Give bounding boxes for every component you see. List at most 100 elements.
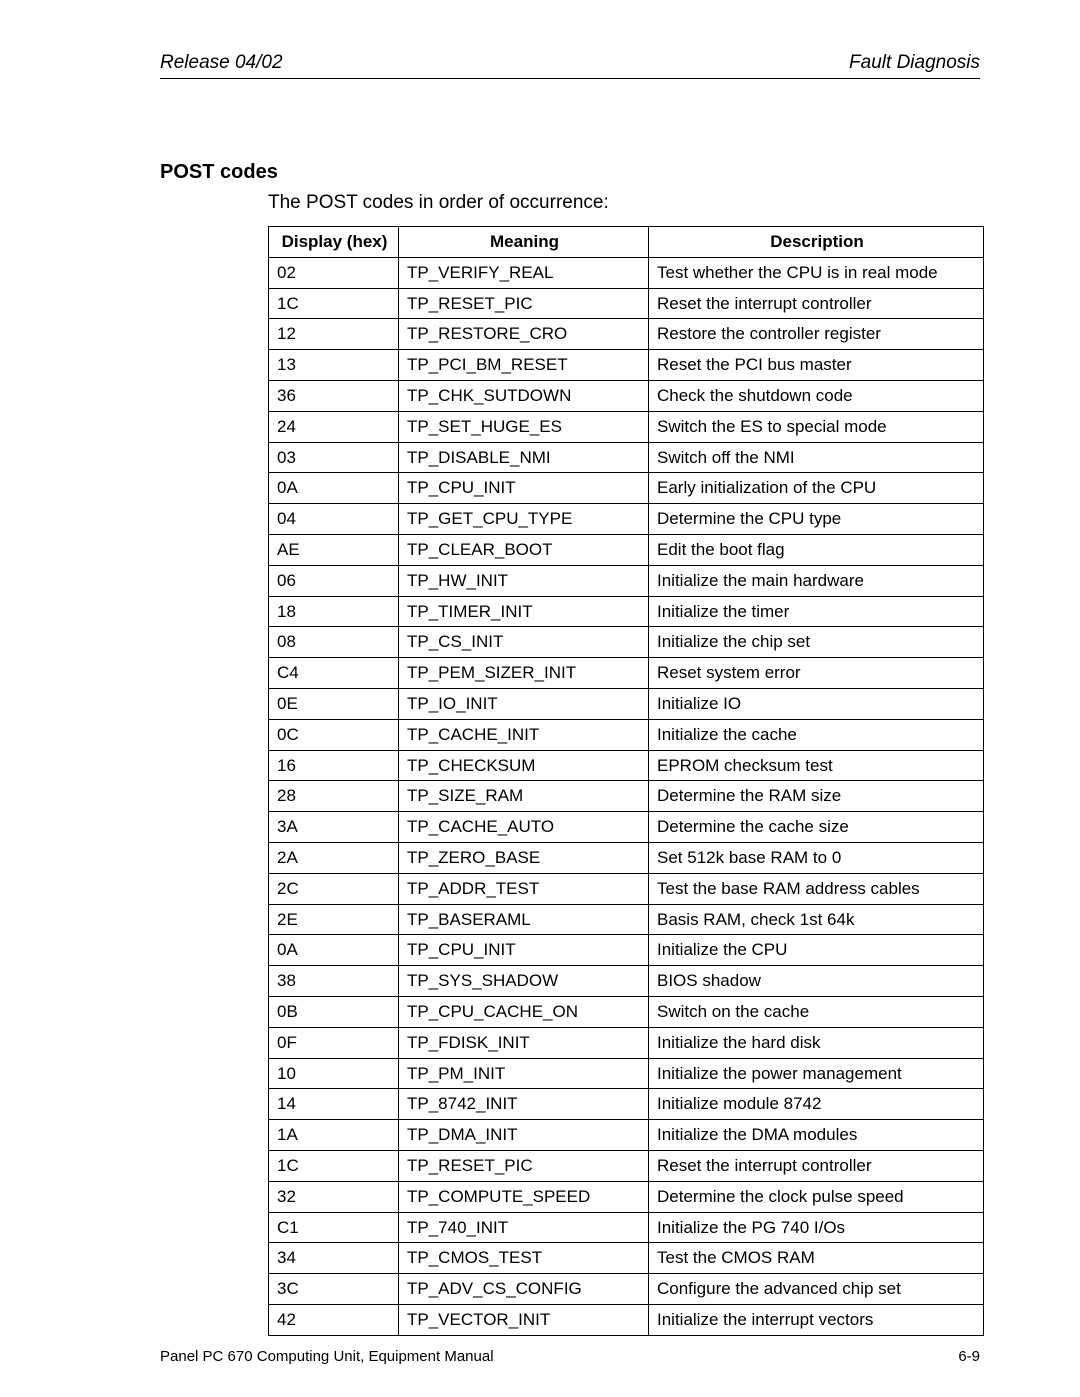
table-row: 2ETP_BASERAMLBasis RAM, check 1st 64k	[269, 904, 984, 935]
footer-left: Panel PC 670 Computing Unit, Equipment M…	[160, 1348, 494, 1365]
cell-display: AE	[269, 534, 399, 565]
table-row: 36TP_CHK_SUTDOWNCheck the shutdown code	[269, 380, 984, 411]
cell-meaning: TP_ZERO_BASE	[399, 842, 649, 873]
cell-description: Switch off the NMI	[649, 442, 984, 473]
cell-description: Determine the CPU type	[649, 504, 984, 535]
cell-display: 42	[269, 1304, 399, 1335]
table-row: 24TP_SET_HUGE_ESSwitch the ES to special…	[269, 411, 984, 442]
cell-meaning: TP_VECTOR_INIT	[399, 1304, 649, 1335]
table-row: 03TP_DISABLE_NMISwitch off the NMI	[269, 442, 984, 473]
cell-display: C4	[269, 658, 399, 689]
cell-description: Reset the interrupt controller	[649, 288, 984, 319]
cell-meaning: TP_740_INIT	[399, 1212, 649, 1243]
cell-description: Initialize the CPU	[649, 935, 984, 966]
cell-display: 0B	[269, 996, 399, 1027]
cell-meaning: TP_CPU_INIT	[399, 935, 649, 966]
cell-description: EPROM checksum test	[649, 750, 984, 781]
table-row: 06TP_HW_INITInitialize the main hardware	[269, 565, 984, 596]
cell-description: Initialize the PG 740 I/Os	[649, 1212, 984, 1243]
cell-description: Test the base RAM address cables	[649, 873, 984, 904]
table-row: 0ATP_CPU_INITEarly initialization of the…	[269, 473, 984, 504]
table-row: 3ATP_CACHE_AUTODetermine the cache size	[269, 812, 984, 843]
cell-meaning: TP_DISABLE_NMI	[399, 442, 649, 473]
cell-description: Initialize the cache	[649, 719, 984, 750]
cell-description: Reset the interrupt controller	[649, 1150, 984, 1181]
table-row: 3CTP_ADV_CS_CONFIGConfigure the advanced…	[269, 1274, 984, 1305]
cell-description: Switch on the cache	[649, 996, 984, 1027]
cell-meaning: TP_CHECKSUM	[399, 750, 649, 781]
cell-display: 2C	[269, 873, 399, 904]
table-row: AETP_CLEAR_BOOTEdit the boot flag	[269, 534, 984, 565]
table-row: 13TP_PCI_BM_RESETReset the PCI bus maste…	[269, 350, 984, 381]
cell-description: Test whether the CPU is in real mode	[649, 257, 984, 288]
cell-display: 2A	[269, 842, 399, 873]
section-title: POST codes	[160, 161, 980, 184]
header-rule	[160, 78, 980, 79]
cell-display: 0E	[269, 688, 399, 719]
cell-description: Determine the clock pulse speed	[649, 1181, 984, 1212]
col-header-meaning: Meaning	[399, 227, 649, 258]
page-footer: Panel PC 670 Computing Unit, Equipment M…	[160, 1348, 980, 1365]
cell-display: 32	[269, 1181, 399, 1212]
cell-display: 06	[269, 565, 399, 596]
table-row: 18TP_TIMER_INITInitialize the timer	[269, 596, 984, 627]
table-row: 0ATP_CPU_INITInitialize the CPU	[269, 935, 984, 966]
cell-meaning: TP_PEM_SIZER_INIT	[399, 658, 649, 689]
cell-display: 28	[269, 781, 399, 812]
table-row: 32TP_COMPUTE_SPEEDDetermine the clock pu…	[269, 1181, 984, 1212]
cell-meaning: TP_VERIFY_REAL	[399, 257, 649, 288]
cell-display: 34	[269, 1243, 399, 1274]
cell-meaning: TP_HW_INIT	[399, 565, 649, 596]
cell-meaning: TP_TIMER_INIT	[399, 596, 649, 627]
cell-display: 13	[269, 350, 399, 381]
table-row: 02TP_VERIFY_REALTest whether the CPU is …	[269, 257, 984, 288]
col-header-display: Display (hex)	[269, 227, 399, 258]
cell-meaning: TP_SYS_SHADOW	[399, 966, 649, 997]
cell-description: Determine the RAM size	[649, 781, 984, 812]
cell-meaning: TP_SIZE_RAM	[399, 781, 649, 812]
cell-meaning: TP_CPU_CACHE_ON	[399, 996, 649, 1027]
cell-meaning: TP_RESET_PIC	[399, 288, 649, 319]
table-row: 16TP_CHECKSUMEPROM checksum test	[269, 750, 984, 781]
cell-description: Switch the ES to special mode	[649, 411, 984, 442]
cell-display: 1C	[269, 1150, 399, 1181]
table-row: C4TP_PEM_SIZER_INITReset system error	[269, 658, 984, 689]
cell-meaning: TP_RESET_PIC	[399, 1150, 649, 1181]
cell-description: Set 512k base RAM to 0	[649, 842, 984, 873]
cell-description: Initialize IO	[649, 688, 984, 719]
cell-display: 3A	[269, 812, 399, 843]
table-row: 1CTP_RESET_PICReset the interrupt contro…	[269, 288, 984, 319]
table-row: 0CTP_CACHE_INITInitialize the cache	[269, 719, 984, 750]
cell-display: 04	[269, 504, 399, 535]
cell-display: 3C	[269, 1274, 399, 1305]
cell-description: Initialize the timer	[649, 596, 984, 627]
cell-description: Test the CMOS RAM	[649, 1243, 984, 1274]
cell-display: 1C	[269, 288, 399, 319]
cell-display: 18	[269, 596, 399, 627]
table-row: 28TP_SIZE_RAMDetermine the RAM size	[269, 781, 984, 812]
cell-display: 16	[269, 750, 399, 781]
cell-meaning: TP_CHK_SUTDOWN	[399, 380, 649, 411]
cell-meaning: TP_RESTORE_CRO	[399, 319, 649, 350]
table-row: 14TP_8742_INITInitialize module 8742	[269, 1089, 984, 1120]
cell-display: 24	[269, 411, 399, 442]
cell-meaning: TP_CACHE_AUTO	[399, 812, 649, 843]
cell-meaning: TP_PM_INIT	[399, 1058, 649, 1089]
cell-display: 1A	[269, 1120, 399, 1151]
cell-meaning: TP_ADV_CS_CONFIG	[399, 1274, 649, 1305]
table-row: 0FTP_FDISK_INITInitialize the hard disk	[269, 1027, 984, 1058]
cell-meaning: TP_PCI_BM_RESET	[399, 350, 649, 381]
cell-description: Initialize the hard disk	[649, 1027, 984, 1058]
cell-meaning: TP_IO_INIT	[399, 688, 649, 719]
cell-description: Initialize the main hardware	[649, 565, 984, 596]
table-row: 38TP_SYS_SHADOWBIOS shadow	[269, 966, 984, 997]
cell-display: 36	[269, 380, 399, 411]
cell-description: Initialize module 8742	[649, 1089, 984, 1120]
table-row: 42TP_VECTOR_INITInitialize the interrupt…	[269, 1304, 984, 1335]
cell-display: 03	[269, 442, 399, 473]
cell-meaning: TP_CPU_INIT	[399, 473, 649, 504]
table-row: C1TP_740_INITInitialize the PG 740 I/Os	[269, 1212, 984, 1243]
cell-description: BIOS shadow	[649, 966, 984, 997]
cell-meaning: TP_GET_CPU_TYPE	[399, 504, 649, 535]
cell-display: 0F	[269, 1027, 399, 1058]
